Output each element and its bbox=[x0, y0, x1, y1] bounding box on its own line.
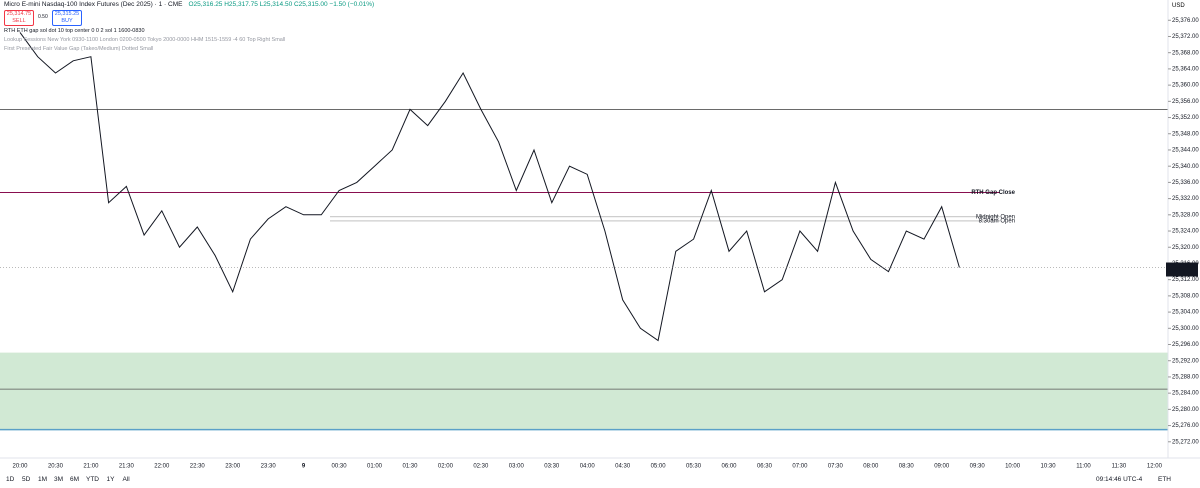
x-tick-label: 01:00 bbox=[367, 464, 383, 470]
y-tick-label: 25,304.00 bbox=[1172, 310, 1199, 316]
y-tick-label: 25,300.00 bbox=[1172, 326, 1199, 332]
buy-label: BUY bbox=[61, 17, 73, 24]
x-tick-label: 23:00 bbox=[225, 464, 241, 470]
y-tick-label: 25,336.00 bbox=[1172, 180, 1199, 186]
x-tick-label: 08:30 bbox=[899, 464, 915, 470]
y-tick-label: 25,340.00 bbox=[1172, 164, 1199, 170]
y-tick-label: 25,308.00 bbox=[1172, 293, 1199, 299]
y-tick-label: 25,272.00 bbox=[1172, 439, 1199, 445]
y-tick-label: 25,292.00 bbox=[1172, 358, 1199, 364]
clock: 09:14:46 UTC-4 bbox=[1096, 476, 1143, 483]
sell-price: 25,314.75 bbox=[6, 11, 32, 17]
range-button[interactable]: 3M bbox=[54, 476, 64, 483]
x-tick-label: 22:30 bbox=[190, 464, 206, 470]
y-tick-label: 25,296.00 bbox=[1172, 342, 1199, 348]
sell-label: SELL bbox=[12, 17, 26, 24]
x-tick-label: 20:00 bbox=[12, 464, 28, 470]
y-tick-label: 25,280.00 bbox=[1172, 407, 1199, 413]
price-axis bbox=[1168, 0, 1200, 475]
buy-price: 25,315.25 bbox=[54, 11, 80, 17]
symbol-title: Micro E-mini Nasdaq-100 Index Futures (D… bbox=[4, 1, 183, 8]
range-button[interactable]: YTD bbox=[86, 476, 99, 483]
x-tick-label: 12:00 bbox=[1147, 464, 1163, 470]
header: Micro E-mini Nasdaq-100 Index Futures (D… bbox=[4, 1, 380, 8]
y-tick-label: 25,376.00 bbox=[1172, 18, 1199, 24]
x-tick-label: 10:30 bbox=[1041, 464, 1057, 470]
x-tick-label: 02:00 bbox=[438, 464, 454, 470]
y-tick-label: 25,360.00 bbox=[1172, 83, 1199, 89]
y-tick-label: 25,320.00 bbox=[1172, 245, 1199, 251]
x-tick-label: 09:30 bbox=[970, 464, 986, 470]
y-tick-label: 25,356.00 bbox=[1172, 99, 1199, 105]
ohlc: O25,316.25 H25,317.75 L25,314.50 C25,315… bbox=[188, 1, 375, 8]
price-line bbox=[19, 32, 960, 342]
x-tick-label: 05:30 bbox=[686, 464, 702, 470]
x-tick-label: 21:30 bbox=[119, 464, 135, 470]
x-tick-label: 08:00 bbox=[863, 464, 879, 470]
range-button[interactable]: 1Y bbox=[106, 476, 115, 483]
sell-button[interactable]: 25,314.75 SELL bbox=[4, 10, 34, 26]
range-button[interactable]: 6M bbox=[70, 476, 80, 483]
x-tick-label: 23:30 bbox=[261, 464, 277, 470]
y-tick-label: 25,372.00 bbox=[1172, 34, 1199, 40]
x-tick-label: 07:30 bbox=[828, 464, 844, 470]
y-tick-label: 25,332.00 bbox=[1172, 196, 1199, 202]
x-tick-label: 01:30 bbox=[402, 464, 418, 470]
level-label: Midnight Open bbox=[976, 214, 1015, 220]
x-tick-label: 11:30 bbox=[1112, 464, 1127, 470]
x-tick-label: 20:30 bbox=[48, 464, 64, 470]
indicator[interactable]: RTH ETH gap sol dot 10 top center 0 0 2 … bbox=[4, 28, 145, 34]
session[interactable]: ETH bbox=[1158, 476, 1171, 483]
x-tick-label: 10:00 bbox=[1005, 464, 1021, 470]
x-tick-label: 07:00 bbox=[792, 464, 808, 470]
countdown: 00:13 bbox=[1170, 270, 1186, 276]
currency: USD bbox=[1172, 3, 1185, 9]
x-tick-label: 11:00 bbox=[1076, 464, 1091, 470]
level-label: 8:30am Open bbox=[979, 218, 1015, 224]
x-tick-label: 21:00 bbox=[83, 464, 99, 470]
indicator[interactable]: Lookup Sessions New York 0930-1100 Londo… bbox=[4, 37, 286, 43]
x-tick-label: 06:00 bbox=[721, 464, 737, 470]
range-button[interactable]: 1M bbox=[38, 476, 48, 483]
y-tick-label: 25,312.00 bbox=[1172, 277, 1199, 283]
fvg-zone bbox=[0, 352, 1168, 430]
x-tick-label: 03:30 bbox=[544, 464, 560, 470]
y-tick-label: 25,368.00 bbox=[1172, 50, 1199, 56]
y-tick-label: 25,288.00 bbox=[1172, 375, 1199, 381]
y-tick-label: 25,328.00 bbox=[1172, 212, 1199, 218]
x-tick-label: 05:00 bbox=[651, 464, 667, 470]
indicator[interactable]: First Presented Fair Value Gap (Takeo/Me… bbox=[4, 46, 154, 52]
last-price-tag bbox=[1166, 262, 1198, 277]
x-tick-label: 02:30 bbox=[473, 464, 489, 470]
y-tick-label: 25,364.00 bbox=[1172, 66, 1199, 72]
y-tick-label: 25,276.00 bbox=[1172, 423, 1199, 429]
y-tick-label: 25,344.00 bbox=[1172, 148, 1199, 154]
y-tick-label: 25,284.00 bbox=[1172, 391, 1199, 397]
range-button[interactable]: 1D bbox=[6, 476, 15, 483]
range-button[interactable]: 5D bbox=[22, 476, 31, 483]
x-tick-label: 9 bbox=[302, 464, 306, 470]
buy-button[interactable]: 25,315.25 BUY bbox=[52, 10, 82, 26]
y-tick-label: 25,348.00 bbox=[1172, 131, 1199, 137]
y-tick-label: 25,324.00 bbox=[1172, 229, 1199, 235]
range-button[interactable]: All bbox=[122, 476, 130, 483]
x-tick-label: 04:30 bbox=[615, 464, 631, 470]
x-tick-label: 22:00 bbox=[154, 464, 170, 470]
level-label: RTH Gap Close bbox=[971, 190, 1015, 196]
x-tick-label: 09:00 bbox=[934, 464, 950, 470]
last-price-label: 25,315.00 bbox=[1170, 264, 1197, 270]
x-tick-label: 06:30 bbox=[757, 464, 773, 470]
x-tick-label: 00:30 bbox=[332, 464, 348, 470]
x-tick-label: 03:00 bbox=[509, 464, 525, 470]
x-tick-label: 04:00 bbox=[580, 464, 596, 470]
y-tick-label: 25,352.00 bbox=[1172, 115, 1199, 121]
spread: 0.50 bbox=[38, 14, 48, 20]
